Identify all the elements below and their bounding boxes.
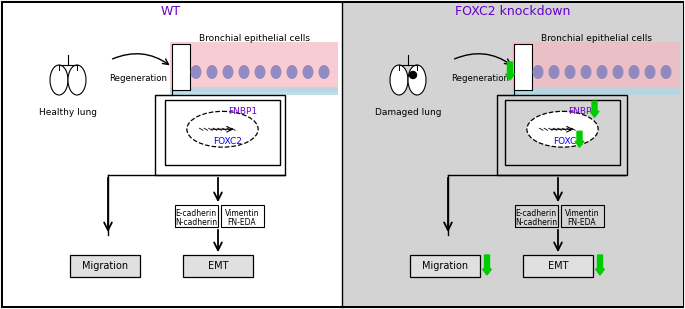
Ellipse shape <box>255 65 266 79</box>
FancyArrow shape <box>575 131 584 147</box>
Ellipse shape <box>580 65 592 79</box>
Ellipse shape <box>597 65 608 79</box>
Ellipse shape <box>223 65 234 79</box>
Ellipse shape <box>187 111 258 147</box>
Ellipse shape <box>564 65 575 79</box>
Text: Regeneration: Regeneration <box>109 74 167 83</box>
Text: Healthy lung: Healthy lung <box>39 108 97 116</box>
Ellipse shape <box>408 65 426 95</box>
Text: Migration: Migration <box>422 261 468 271</box>
Ellipse shape <box>271 65 282 79</box>
Text: FNBP1: FNBP1 <box>568 107 597 116</box>
Text: FOXC2: FOXC2 <box>213 137 242 146</box>
Text: Bronchial epithelial cells: Bronchial epithelial cells <box>542 33 653 43</box>
Ellipse shape <box>532 65 543 79</box>
Text: Migration: Migration <box>82 261 128 271</box>
Bar <box>505 100 620 165</box>
Ellipse shape <box>549 65 560 79</box>
Ellipse shape <box>68 65 86 95</box>
FancyArrow shape <box>506 62 514 80</box>
Bar <box>514 44 532 90</box>
Ellipse shape <box>660 65 671 79</box>
Ellipse shape <box>190 65 201 79</box>
Text: Bronchial epithelial cells: Bronchial epithelial cells <box>199 33 310 43</box>
Text: EMT: EMT <box>208 261 228 271</box>
Bar <box>183 255 253 277</box>
Ellipse shape <box>50 65 68 95</box>
Ellipse shape <box>629 65 640 79</box>
Bar <box>165 100 280 165</box>
Ellipse shape <box>319 65 329 79</box>
Ellipse shape <box>303 65 314 79</box>
Ellipse shape <box>390 65 408 95</box>
Text: E-cadherin: E-cadherin <box>515 209 556 218</box>
Bar <box>561 205 604 227</box>
Text: FNBP1: FNBP1 <box>228 107 257 116</box>
Ellipse shape <box>286 65 297 79</box>
Bar <box>170 42 338 92</box>
Bar <box>523 255 593 277</box>
Ellipse shape <box>238 65 249 79</box>
FancyArrow shape <box>482 255 492 275</box>
Text: EMT: EMT <box>548 261 569 271</box>
Text: Vimentin: Vimentin <box>225 209 259 218</box>
Text: E-cadherin: E-cadherin <box>175 209 216 218</box>
Bar <box>155 95 285 175</box>
Text: Vimentin: Vimentin <box>564 209 599 218</box>
Ellipse shape <box>206 65 218 79</box>
Bar <box>515 205 558 227</box>
Text: Regeneration: Regeneration <box>451 74 509 83</box>
Ellipse shape <box>645 65 656 79</box>
Bar <box>3 3 341 306</box>
Bar <box>175 205 218 227</box>
Text: FOXC2 knockdown: FOXC2 knockdown <box>456 5 571 18</box>
Bar <box>170 87 338 95</box>
Text: FOXC2: FOXC2 <box>553 137 582 146</box>
Text: Damaged lung: Damaged lung <box>375 108 441 116</box>
Text: WT: WT <box>161 5 181 18</box>
Ellipse shape <box>410 71 416 78</box>
Bar <box>512 42 680 92</box>
Text: N-cadherin: N-cadherin <box>515 218 557 226</box>
Bar <box>343 3 683 306</box>
Bar <box>410 255 480 277</box>
Ellipse shape <box>612 65 623 79</box>
Bar <box>70 255 140 277</box>
FancyArrow shape <box>590 101 599 117</box>
FancyArrow shape <box>595 255 604 275</box>
Text: FN-EDA: FN-EDA <box>568 218 597 226</box>
Bar <box>172 44 190 90</box>
Text: FN-EDA: FN-EDA <box>227 218 256 226</box>
Bar <box>512 87 680 95</box>
Ellipse shape <box>527 111 598 147</box>
Bar <box>497 95 627 175</box>
Bar <box>221 205 264 227</box>
Text: N-cadherin: N-cadherin <box>175 218 217 226</box>
